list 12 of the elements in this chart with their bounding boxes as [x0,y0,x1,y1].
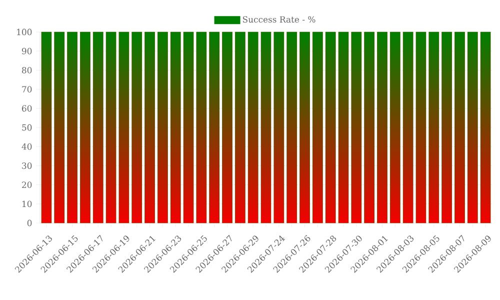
y-tick-label: 30 [22,162,32,169]
y-tick-label: 40 [22,143,32,150]
y-tick-label: 90 [22,48,32,54]
y-tick-label: 60 [22,105,32,112]
legend-label: Success Rate - % [242,16,316,23]
y-tick-label: 0 [27,220,32,226]
y-tick-label: 50 [22,124,32,131]
y-tick-label: 80 [22,67,32,74]
y-tick-label: 20 [22,182,32,188]
y-tick-label: 70 [22,86,32,93]
y-tick-label: 10 [22,200,32,208]
y-tick-label: 100 [17,28,32,36]
